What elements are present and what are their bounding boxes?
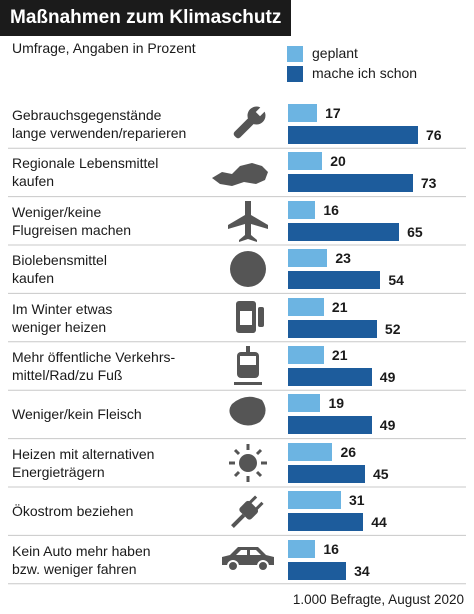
bar (288, 319, 377, 338)
category-label: Weniger/kein Fleisch (12, 406, 142, 423)
icon-plane (228, 201, 268, 242)
bar (288, 104, 318, 122)
bar (288, 174, 413, 193)
bar (288, 271, 381, 290)
value-label: 73 (420, 175, 437, 192)
category-label: Biolebensmittel kaufen (12, 252, 107, 287)
category-label: Gebrauchsgegenstände lange verwenden/rep… (12, 107, 187, 141)
value-label: 21 (331, 347, 348, 363)
value-label: 17 (325, 105, 341, 121)
bar (288, 464, 365, 483)
value-label: 65 (407, 223, 423, 240)
value-label: 16 (323, 201, 339, 218)
value-label: 76 (425, 127, 442, 143)
value-label: 16 (323, 540, 339, 557)
source-note: 1.000 Befragte, August 2020 (292, 592, 464, 607)
bar (288, 200, 316, 219)
category-label: Mehr öffentliche Verkehrs- mittel/Rad/zu… (12, 349, 176, 383)
chart-title: Maßnahmen zum Klimaschutz (0, 0, 292, 36)
legend-swatch (287, 46, 303, 62)
bar (288, 297, 324, 316)
bar (288, 442, 333, 461)
value-label: 21 (331, 298, 348, 315)
category-label: Im Winter etwas weniger heizen (12, 300, 113, 335)
value-label: 31 (349, 492, 365, 509)
category-label: Ökostrom beziehen (12, 503, 134, 520)
icon-tram (234, 346, 262, 385)
category-label: Heizen mit alternativen Energieträgern (12, 445, 155, 480)
icons (212, 104, 274, 572)
category-label: Weniger/keine Flugreisen machen (12, 203, 132, 238)
bar (288, 249, 328, 268)
icon-wrench (233, 104, 268, 139)
bar (288, 368, 372, 386)
bar (288, 491, 341, 510)
legend-label: geplant (312, 45, 358, 61)
icon-bio (230, 251, 266, 287)
category-label: Kein Auto mehr haben bzw. weniger fahren (12, 542, 151, 577)
bar (288, 561, 347, 580)
bar (288, 152, 323, 171)
icon-car (222, 547, 274, 572)
value-label: 54 (388, 272, 404, 289)
category-label: Regionale Lebensmittel kaufen (12, 155, 159, 190)
value-label: 20 (330, 153, 346, 170)
bar (288, 394, 321, 413)
value-label: 52 (384, 320, 401, 337)
bar (288, 416, 372, 435)
bar (288, 539, 316, 558)
icon-map (212, 163, 268, 186)
bar (288, 513, 364, 532)
bar (288, 346, 324, 364)
value-label: 49 (379, 417, 396, 434)
value-label: 44 (371, 514, 387, 531)
legend-swatch (287, 66, 303, 82)
icon-heater (236, 301, 264, 333)
value-label: 19 (328, 395, 345, 412)
bar (288, 222, 400, 241)
value-label: 34 (354, 562, 370, 579)
chart-subtitle: Umfrage, Angaben in Prozent (12, 40, 196, 56)
value-label: 23 (335, 250, 351, 267)
icon-plug (231, 495, 264, 528)
value-label: 26 (340, 443, 357, 460)
value-label: 49 (379, 369, 396, 385)
legend-label: mache ich schon (312, 65, 418, 81)
bar (288, 126, 418, 144)
icon-meat (229, 396, 266, 426)
icon-sun (229, 444, 267, 482)
value-label: 45 (372, 465, 389, 482)
